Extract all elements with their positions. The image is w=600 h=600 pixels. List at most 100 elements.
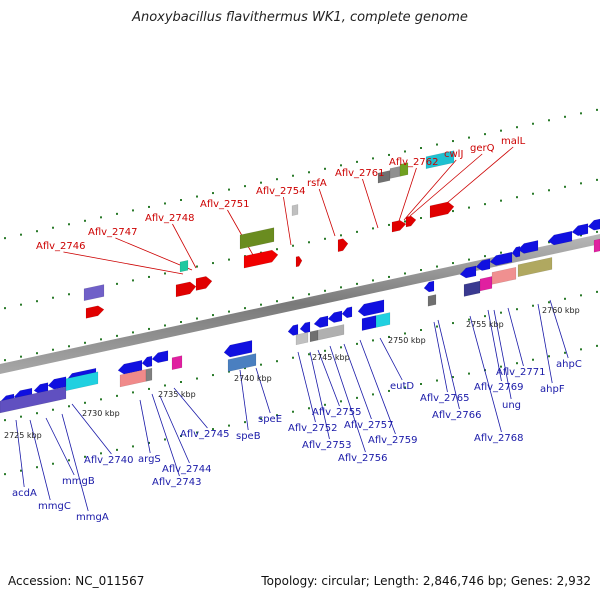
leader-line [379, 337, 403, 381]
gene-features [0, 150, 600, 414]
track-dot [308, 241, 310, 244]
track-dot [212, 192, 214, 195]
scale-tick-label: 2760 kbp [542, 306, 580, 315]
track-dot [404, 332, 406, 335]
gene-label: mmgA [76, 512, 109, 523]
leader-line [172, 223, 197, 269]
track-dot [580, 112, 582, 115]
track-dot [500, 311, 502, 314]
gene-feature [175, 281, 197, 298]
leader-line [29, 419, 51, 501]
track-dot [564, 115, 566, 118]
track-dot [52, 296, 54, 299]
gene-label: Aflv_2743 [152, 477, 202, 488]
gene-label: Aflv_2746 [36, 241, 86, 252]
track-dot [276, 300, 278, 303]
leader-line [139, 399, 151, 454]
track-dot [324, 289, 326, 292]
track-dot [532, 304, 534, 307]
track-dot [388, 275, 390, 278]
track-dot [116, 334, 118, 337]
gene-feature [85, 305, 105, 319]
track-dot [68, 405, 70, 408]
chromosome-backbone [0, 234, 600, 374]
gene-label: eutD [390, 381, 414, 392]
track-dot [548, 301, 550, 304]
track-dot [468, 372, 470, 375]
track-dot [452, 322, 454, 325]
gene-feature [243, 249, 279, 269]
leader-line [283, 196, 292, 246]
backbone-band [0, 234, 600, 374]
track-dot [436, 143, 438, 146]
leader-line [297, 351, 316, 423]
track-dot [148, 327, 150, 330]
track-dot [564, 297, 566, 300]
track-dot [20, 415, 22, 418]
track-dot [228, 310, 230, 313]
track-dot [516, 308, 518, 311]
leader-line [362, 178, 379, 229]
gene-feature [587, 218, 600, 231]
track-dot [36, 466, 38, 469]
gene-feature [423, 280, 435, 293]
track-dot [500, 129, 502, 132]
track-dot [196, 377, 198, 380]
gene-feature [357, 299, 385, 317]
track-dot [292, 174, 294, 177]
track-dot [132, 331, 134, 334]
track-dot [292, 296, 294, 299]
gene-feature [593, 238, 600, 253]
track-dot [548, 241, 550, 244]
track-dot [244, 185, 246, 188]
track-dot [244, 307, 246, 310]
track-dot [116, 394, 118, 397]
gene-label: Aflv_2748 [145, 213, 195, 224]
genome-summary: Topology: circular; Length: 2,846,746 bp… [261, 574, 591, 588]
track-dot [228, 188, 230, 191]
leader-line [317, 349, 340, 407]
gene-feature [327, 310, 343, 323]
gene-feature [223, 340, 253, 358]
leader-line [309, 351, 330, 440]
gene-label: Aflv_2768 [474, 433, 524, 444]
gene-feature [571, 223, 589, 237]
gene-feature [341, 306, 353, 319]
track-dot [292, 356, 294, 359]
gene-label: mmgB [62, 476, 95, 487]
leader-line [61, 413, 89, 512]
track-dot [84, 401, 86, 404]
gene-label: Aflv_2755 [312, 407, 362, 418]
gene-label: ahpC [556, 359, 582, 370]
gene-label: Aflv_2757 [344, 420, 394, 431]
track-dot [468, 318, 470, 321]
gene-label: Aflv_2747 [88, 227, 138, 238]
gene-feature [405, 215, 417, 228]
gene-label: Aflv_2759 [368, 435, 418, 446]
leader-line [329, 345, 366, 453]
track-dot [356, 282, 358, 285]
track-dot [180, 321, 182, 323]
track-dot [164, 272, 166, 275]
gene-feature [511, 246, 521, 258]
track-dot [452, 210, 454, 213]
track-dot [372, 339, 374, 342]
track-dot [212, 374, 214, 377]
track-dot [516, 362, 518, 365]
gene-feature [491, 266, 517, 285]
track-dot [148, 387, 150, 390]
leader-line [15, 419, 25, 488]
track-dot [436, 325, 438, 328]
gene-feature [317, 324, 345, 341]
track-dot [372, 393, 374, 396]
gene-label: Aflv_2751 [200, 199, 250, 210]
track-dot [468, 206, 470, 209]
track-dot [132, 279, 134, 282]
track-dot [4, 419, 6, 422]
track-dot [52, 408, 54, 411]
gene-feature [425, 150, 455, 170]
gene-feature [517, 257, 553, 278]
gene-label: acdA [12, 488, 37, 499]
track-dot [260, 181, 262, 184]
